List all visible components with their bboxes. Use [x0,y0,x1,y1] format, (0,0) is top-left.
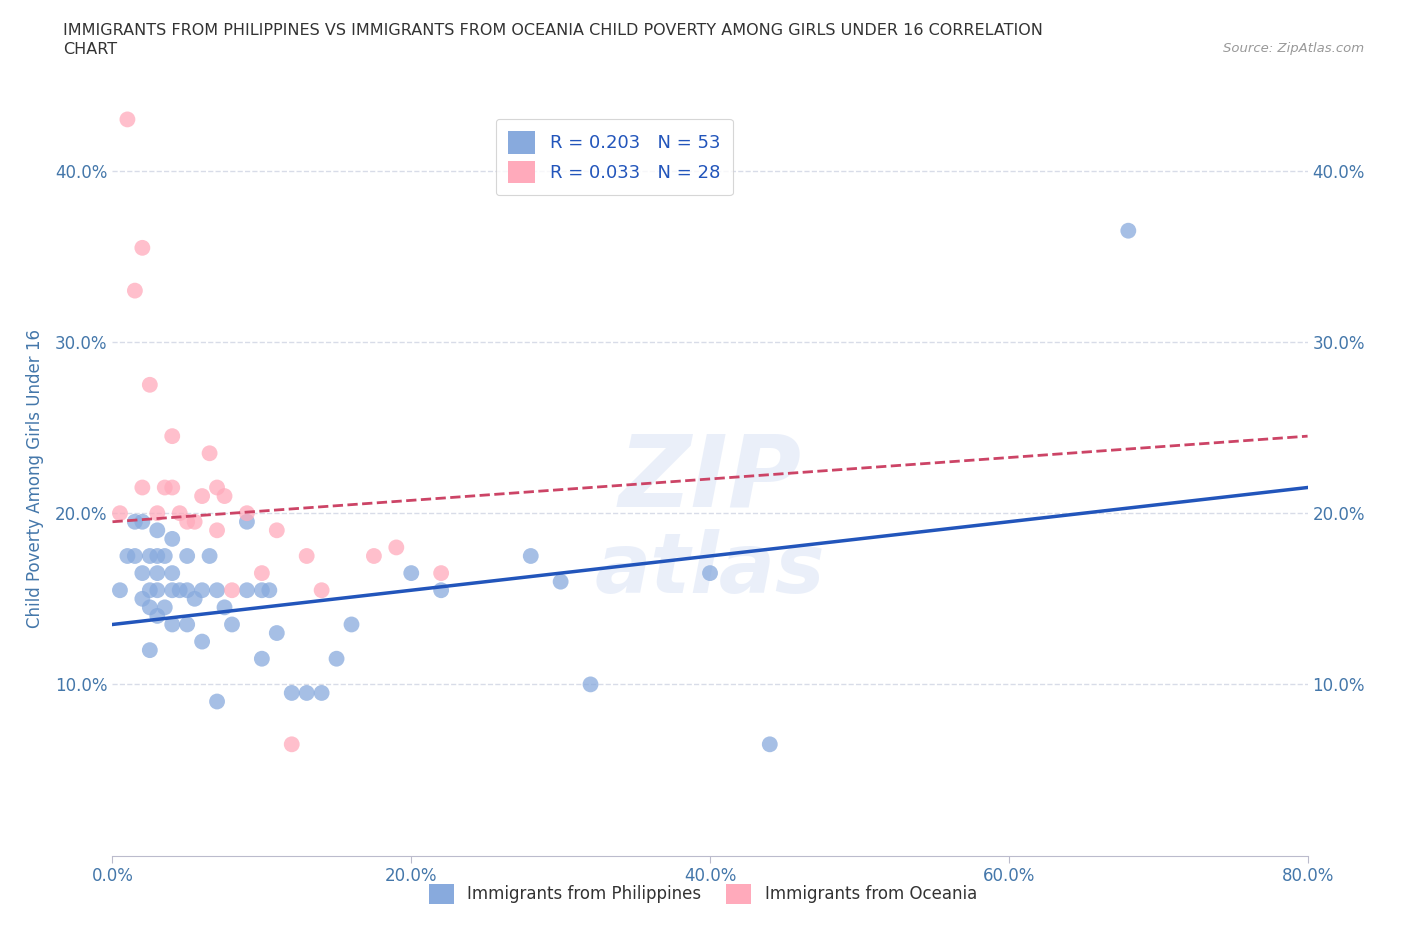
Point [183,591,205,606]
Point [139,378,162,392]
Text: CHART: CHART [63,42,117,57]
Legend: R = 0.203   N = 53, R = 0.033   N = 28: R = 0.203 N = 53, R = 0.033 N = 28 [496,119,733,195]
Point [108,506,131,521]
Point [124,283,146,298]
Point [146,583,169,598]
Point [281,737,304,751]
Point [131,514,153,529]
Point [430,565,453,580]
Point [139,549,162,564]
Legend: Immigrants from Philippines, Immigrants from Oceania: Immigrants from Philippines, Immigrants … [420,875,986,912]
Point [266,626,288,641]
Point [699,565,721,580]
Point [311,583,333,598]
Point [191,488,214,503]
Point [153,549,176,564]
Point [198,549,221,564]
Point [236,506,259,521]
Point [401,565,423,580]
Point [266,523,288,538]
Point [139,643,162,658]
Point [236,583,259,598]
Point [311,685,333,700]
Point [183,514,205,529]
Point [214,488,236,503]
Point [191,634,214,649]
Point [221,617,243,631]
Point [759,737,782,751]
Point [550,574,572,589]
Point [153,480,176,495]
Point [205,523,228,538]
Point [162,583,183,598]
Point [205,480,228,495]
Point [520,549,543,564]
Point [146,506,169,521]
Point [281,685,304,700]
Point [139,583,162,598]
Point [191,583,214,598]
Text: atlas: atlas [595,529,825,610]
Point [162,480,183,495]
Point [579,677,602,692]
Point [146,523,169,538]
Point [214,600,236,615]
Point [176,583,198,598]
Point [131,591,153,606]
Point [139,600,162,615]
Point [117,112,139,126]
Point [221,583,243,598]
Point [108,583,131,598]
Text: IMMIGRANTS FROM PHILIPPINES VS IMMIGRANTS FROM OCEANIA CHILD POVERTY AMONG GIRLS: IMMIGRANTS FROM PHILIPPINES VS IMMIGRANT… [63,23,1043,38]
Point [162,617,183,631]
Point [169,583,191,598]
Point [146,549,169,564]
Point [162,531,183,546]
Point [340,617,363,631]
Point [146,565,169,580]
Point [176,617,198,631]
Point [176,549,198,564]
Point [250,583,273,598]
Point [162,429,183,444]
Point [131,240,153,255]
Point [124,514,146,529]
Point [124,549,146,564]
Point [250,651,273,666]
Point [176,514,198,529]
Point [131,480,153,495]
Point [325,651,347,666]
Point [205,694,228,709]
Point [250,565,273,580]
Point [363,549,385,564]
Point [295,549,318,564]
Point [117,549,139,564]
Point [198,445,221,460]
Point [430,583,453,598]
Text: ZIP: ZIP [619,431,801,527]
Point [205,583,228,598]
Y-axis label: Child Poverty Among Girls Under 16: Child Poverty Among Girls Under 16 [25,329,44,629]
Point [259,583,281,598]
Point [295,685,318,700]
Point [146,608,169,623]
Point [131,565,153,580]
Point [385,540,408,555]
Point [153,600,176,615]
Point [236,514,259,529]
Point [162,565,183,580]
Point [1118,223,1140,238]
Text: Source: ZipAtlas.com: Source: ZipAtlas.com [1223,42,1364,55]
Point [169,506,191,521]
